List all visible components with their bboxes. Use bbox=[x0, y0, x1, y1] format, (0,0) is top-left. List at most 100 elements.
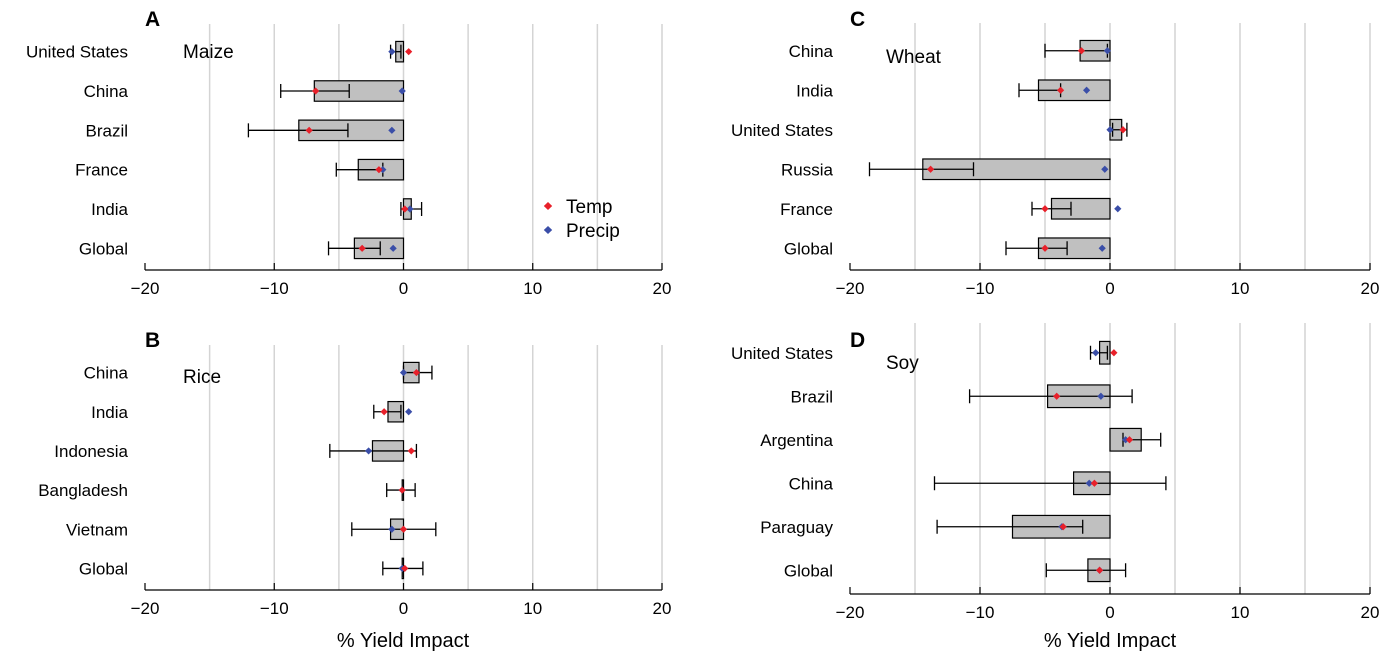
temp-marker bbox=[380, 408, 388, 416]
x-tick-label: 0 bbox=[399, 599, 408, 618]
x-tick-label: 0 bbox=[1105, 279, 1114, 298]
x-tick-label: −10 bbox=[260, 279, 289, 298]
panel-letter: D bbox=[850, 329, 865, 352]
x-tick-label: 20 bbox=[1361, 279, 1380, 298]
precip-marker bbox=[389, 244, 397, 252]
category-label: Russia bbox=[781, 160, 834, 179]
category-label: India bbox=[91, 200, 128, 219]
precip-marker bbox=[388, 525, 396, 533]
category-label: Global bbox=[79, 559, 128, 578]
precip-marker bbox=[398, 87, 406, 95]
temp-marker bbox=[1090, 479, 1098, 487]
category-label: United States bbox=[731, 344, 833, 363]
temp-marker bbox=[412, 368, 421, 377]
precip-marker bbox=[1085, 479, 1093, 487]
temp-marker bbox=[358, 244, 366, 252]
x-tick-label: −20 bbox=[131, 279, 160, 298]
precip-marker bbox=[365, 447, 373, 455]
x-tick-label: 10 bbox=[1231, 603, 1250, 622]
x-axis-title-left: % Yield Impact bbox=[337, 630, 470, 652]
x-tick-label: 0 bbox=[1105, 603, 1114, 622]
temp-marker bbox=[305, 126, 313, 134]
precip-marker bbox=[1122, 436, 1130, 444]
panel-letter: C bbox=[850, 8, 865, 31]
precip-marker bbox=[1103, 47, 1111, 55]
category-label: Vietnam bbox=[66, 520, 128, 539]
panel-title: Rice bbox=[183, 367, 221, 388]
x-tick-label: −20 bbox=[836, 603, 865, 622]
x-tick-label: 10 bbox=[523, 599, 542, 618]
category-label: India bbox=[91, 403, 128, 422]
temp-marker bbox=[1096, 566, 1104, 574]
legend: Temp Precip bbox=[543, 197, 620, 242]
panel-title: Wheat bbox=[886, 47, 942, 68]
category-label: Paraguay bbox=[760, 518, 833, 537]
precip-marker bbox=[1097, 392, 1105, 400]
temp-marker bbox=[1077, 47, 1085, 55]
x-tick-label: 10 bbox=[1231, 279, 1250, 298]
temp-marker bbox=[1057, 86, 1065, 94]
temp-marker bbox=[1110, 349, 1118, 357]
temp-marker bbox=[1059, 523, 1067, 531]
temp-marker bbox=[398, 486, 406, 494]
x-axis-title-right: % Yield Impact bbox=[1044, 630, 1177, 652]
x-tick-label: 20 bbox=[653, 599, 672, 618]
category-label: China bbox=[789, 42, 834, 61]
panel-c: −20 −10 0 10 20 China India United States Russia… bbox=[731, 8, 1380, 298]
temp-marker bbox=[1053, 392, 1061, 400]
panel-d: −20 −10 0 10 20 United States Brazil Argentina C… bbox=[731, 323, 1380, 622]
temp-marker bbox=[927, 165, 935, 173]
category-label: Argentina bbox=[760, 431, 833, 450]
category-label: United States bbox=[731, 121, 833, 140]
x-tick-label: −10 bbox=[260, 599, 289, 618]
category-label: France bbox=[780, 200, 833, 219]
precip-marker bbox=[405, 408, 413, 416]
x-tick-label: −10 bbox=[966, 279, 995, 298]
x-tick-label: 0 bbox=[399, 279, 408, 298]
category-label: Brazil bbox=[790, 387, 833, 406]
legend-temp-label: Temp bbox=[566, 197, 612, 218]
temp-marker bbox=[1041, 205, 1049, 213]
x-tick-label: 10 bbox=[523, 279, 542, 298]
precip-marker bbox=[399, 368, 408, 377]
temp-marker bbox=[399, 525, 408, 533]
temp-marker bbox=[312, 87, 320, 95]
category-label: China bbox=[84, 82, 129, 101]
legend-temp-icon bbox=[543, 202, 553, 210]
x-tick-label: 20 bbox=[653, 279, 672, 298]
temp-marker bbox=[407, 447, 415, 455]
category-label: Bangladesh bbox=[38, 481, 128, 500]
panel-title: Soy bbox=[886, 353, 919, 374]
temp-marker bbox=[375, 166, 383, 174]
precip-marker bbox=[388, 48, 396, 56]
precip-marker bbox=[1106, 126, 1114, 134]
category-label: Indonesia bbox=[54, 442, 128, 461]
temp-marker bbox=[1119, 126, 1127, 134]
precip-marker bbox=[379, 166, 387, 174]
category-label: China bbox=[84, 364, 129, 383]
panel-b: −20 −10 0 10 20 China India Indonesia Bangladesh… bbox=[38, 329, 671, 618]
legend-precip-label: Precip bbox=[566, 221, 620, 242]
temp-marker bbox=[405, 48, 413, 56]
category-label: Global bbox=[784, 239, 833, 258]
legend-precip-icon bbox=[543, 226, 553, 234]
x-tick-label: −10 bbox=[966, 603, 995, 622]
x-tick-label: 20 bbox=[1361, 603, 1380, 622]
temp-marker bbox=[401, 564, 409, 573]
category-label: China bbox=[789, 474, 834, 493]
precip-marker bbox=[1114, 205, 1122, 213]
category-label: India bbox=[796, 81, 833, 100]
category-label: Global bbox=[784, 561, 833, 580]
x-tick-label: −20 bbox=[131, 599, 160, 618]
precip-marker bbox=[406, 205, 414, 213]
precip-marker bbox=[1098, 244, 1106, 252]
category-label: United States bbox=[26, 43, 128, 62]
temp-marker bbox=[1041, 244, 1049, 252]
precip-marker bbox=[1083, 86, 1091, 94]
panel-letter: A bbox=[145, 8, 160, 31]
category-label: Brazil bbox=[85, 121, 128, 140]
x-tick-label: −20 bbox=[836, 279, 865, 298]
precip-marker bbox=[388, 126, 396, 134]
panel-title: Maize bbox=[183, 42, 234, 63]
